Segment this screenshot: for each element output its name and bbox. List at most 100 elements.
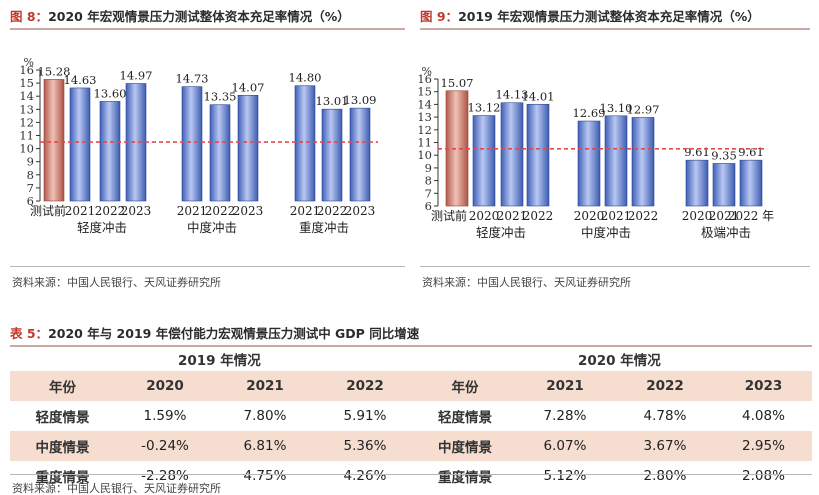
bar [321, 108, 343, 202]
y-tick-label: 7 [27, 181, 34, 195]
table-cell: 6.07% [515, 431, 615, 461]
x-tick-label: 2021 [497, 209, 528, 223]
y-tick-label: 9 [425, 161, 432, 175]
table-cell: 2.08% [742, 468, 785, 484]
figure8-source: 资料来源：中国人民银行、天风证券研究所 [12, 276, 221, 289]
table-cell: 6.81% [215, 431, 315, 461]
gdp-table-header-row: 年份 2020 2021 2022 年份 2021 2022 2023 [10, 371, 812, 401]
bar-value-label: 14.63 [64, 73, 97, 87]
y-tick-label: 16 [417, 72, 432, 86]
table-cell: 4.75% [243, 468, 287, 484]
bar [125, 83, 147, 202]
bar [349, 107, 371, 202]
bar-value-label: 13.35 [204, 90, 237, 104]
bar-value-label: 15.28 [38, 64, 71, 78]
table5-title: 表 5：2020 年与 2019 年偿付能力宏观情景压力测试中 GDP 同比增速 [10, 323, 419, 342]
x-tick-label: 2022 年 [728, 209, 774, 223]
y-tick-label: 11 [19, 129, 34, 143]
y-tick-label: 8 [27, 168, 34, 182]
header-cell: 2022 [615, 371, 715, 401]
header-cell: 年份 [415, 371, 515, 401]
table5-title-rule [10, 345, 812, 347]
y-tick-label: 11 [417, 136, 432, 150]
table5-source: 资料来源：中国人民银行、天风证券研究所 [12, 482, 221, 495]
x-tick-label: 2020 [574, 209, 605, 223]
figure9-source: 资料来源：中国人民银行、天风证券研究所 [422, 276, 631, 289]
group-label: 中度冲击 [581, 225, 631, 240]
row-label: 重度情景 [438, 470, 492, 486]
header-cell: 2021 [215, 371, 315, 401]
y-tick-label: 15 [19, 76, 34, 90]
bar [604, 115, 628, 207]
bar [69, 87, 91, 202]
table-cell: 2.80% [643, 468, 687, 484]
table-cell: 3.67% [615, 431, 715, 461]
x-tick-label: 测试前 [30, 203, 66, 218]
group-label: 中度冲击 [187, 220, 237, 235]
x-tick-label: 2023 [121, 204, 152, 218]
table-cell: -2.28% [141, 468, 189, 484]
table-row: 中度情景 -0.24% 6.81% 5.36% 中度情景 6.07% 3.67%… [10, 431, 812, 461]
table5-source-rule [10, 474, 812, 475]
group-label: 轻度冲击 [77, 220, 127, 235]
table-cell: 7.28% [543, 408, 587, 424]
x-tick-label: 2020 [682, 209, 713, 223]
y-tick-label: 15 [417, 85, 432, 99]
x-tick-label: 2020 [469, 209, 500, 223]
bar-value-label: 13.12 [468, 101, 501, 115]
x-tick-label: 2023 [345, 204, 376, 218]
table-cell: 5.91% [343, 408, 387, 424]
table-cell: 7.80% [243, 408, 287, 424]
bar [526, 103, 550, 207]
group-label: 重度冲击 [299, 220, 349, 235]
bar [181, 86, 203, 202]
table5-group-2019: 2019 年情况 [178, 353, 261, 369]
bar [209, 104, 231, 202]
bar-value-label: 14.07 [232, 80, 265, 94]
y-tick-label: 12 [417, 123, 432, 137]
row-label: 中度情景 [415, 431, 515, 461]
figure9-title-rule [420, 28, 810, 30]
table-cell: 4.26% [343, 468, 387, 484]
y-tick-label: 10 [417, 148, 432, 162]
figure8-title-text: 2020 年宏观情景压力测试整体资本充足率情况（%） [48, 9, 350, 24]
x-tick-label: 2022 [205, 204, 236, 218]
bar [685, 159, 709, 207]
gdp-table: 年份 2020 2021 2022 年份 2021 2022 2023 轻度情景… [10, 371, 812, 491]
header-cell: 2022 [315, 371, 415, 401]
y-tick-label: 12 [19, 115, 34, 129]
header-cell: 2020 [115, 371, 215, 401]
y-tick-label: 10 [19, 142, 34, 156]
group-label: 极端冲击 [701, 225, 751, 240]
figure8-title-rule [10, 28, 405, 30]
bar-value-label: 14.80 [289, 71, 322, 85]
y-tick-label: 13 [19, 102, 34, 116]
row-label: 中度情景 [10, 431, 115, 461]
y-tick-label: 14 [417, 97, 432, 111]
table-row: 轻度情景 1.59% 7.80% 5.91% 轻度情景 7.28% 4.78% … [10, 401, 812, 431]
figure9-title-text: 2019 年宏观情景压力测试整体资本充足率情况（%） [458, 9, 760, 24]
table-cell: 5.36% [315, 431, 415, 461]
bar [99, 101, 121, 202]
y-unit-label: % [422, 65, 432, 78]
bar-value-label: 13.01 [316, 94, 349, 108]
y-tick-label: 14 [19, 89, 34, 103]
y-tick-label: 6 [27, 194, 34, 208]
bar [237, 94, 259, 202]
bar [43, 79, 65, 202]
bar [577, 120, 601, 207]
x-tick-label: 2022 [628, 209, 659, 223]
y-tick-label: 13 [417, 110, 432, 124]
table5-title-text: 2020 年与 2019 年偿付能力宏观情景压力测试中 GDP 同比增速 [48, 326, 420, 341]
bar-value-label: 14.01 [522, 89, 555, 103]
figure9-title: 图 9：2019 年宏观情景压力测试整体资本充足率情况（%） [420, 6, 760, 25]
bar-value-label: 14.97 [120, 68, 153, 82]
x-tick-label: 2021 [290, 204, 321, 218]
header-cell: 年份 [10, 371, 115, 401]
bar-value-label: 12.97 [627, 102, 660, 116]
figure8-title: 图 8：2020 年宏观情景压力测试整体资本充足率情况（%） [10, 6, 350, 25]
bar [739, 159, 763, 207]
bar [294, 85, 316, 202]
